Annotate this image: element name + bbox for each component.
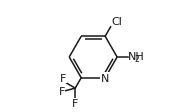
Text: F: F [60, 73, 66, 83]
Text: F: F [72, 99, 78, 109]
Text: F: F [58, 86, 65, 96]
Text: 2: 2 [135, 55, 140, 64]
Text: N: N [101, 73, 109, 83]
Text: NH: NH [128, 52, 145, 62]
Text: Cl: Cl [111, 17, 122, 27]
